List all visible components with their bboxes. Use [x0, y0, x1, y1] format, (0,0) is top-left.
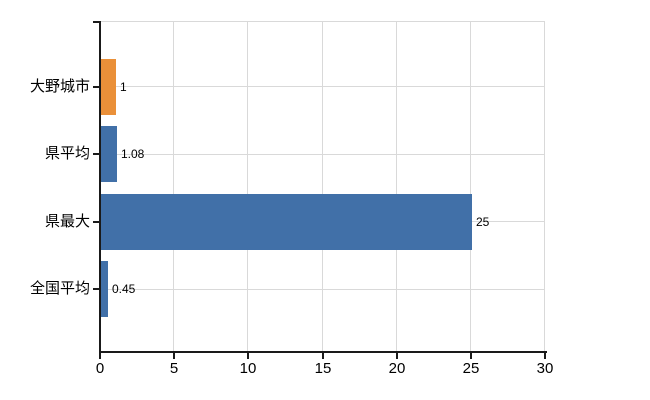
- bar-value-label: 1: [120, 79, 127, 94]
- bar: [101, 261, 108, 317]
- y-axis-tick: [93, 153, 100, 155]
- category-label: 全国平均: [29, 280, 90, 297]
- bar: [101, 193, 472, 250]
- x-axis-tick: [322, 353, 324, 359]
- x-axis-tick: [544, 353, 546, 359]
- x-axis-tick: [396, 353, 398, 359]
- v-gridline: [322, 22, 323, 352]
- x-axis-tick: [99, 353, 101, 359]
- y-axis-tick: [93, 85, 100, 88]
- y-axis-top-tick: [93, 21, 99, 23]
- category-label: 県平均: [44, 145, 90, 162]
- x-tick-label: 20: [388, 360, 406, 377]
- x-tick-label: 15: [314, 360, 332, 377]
- v-gridline: [396, 22, 397, 352]
- x-tick-label: 30: [536, 360, 554, 377]
- x-tick-label: 10: [239, 360, 257, 377]
- y-axis-tick: [93, 220, 100, 223]
- v-gridline: [544, 22, 545, 352]
- x-tick-label: 0: [95, 360, 105, 377]
- bar-value-label: 0.45: [112, 282, 136, 296]
- v-gridline: [173, 22, 174, 352]
- x-tick-label: 5: [169, 360, 179, 377]
- bar-value-label: 1.08: [121, 147, 145, 161]
- x-axis-line: [99, 351, 547, 353]
- x-tick-label: 25: [462, 360, 480, 377]
- y-axis-line: [99, 21, 101, 353]
- v-gridline: [247, 22, 248, 352]
- x-axis-tick: [173, 353, 175, 359]
- category-label: 大野城市: [29, 77, 90, 95]
- bar: [101, 126, 117, 182]
- x-axis-tick: [470, 353, 472, 359]
- v-gridline: [470, 22, 471, 352]
- plot-top-border: [100, 21, 545, 22]
- x-axis-tick: [247, 353, 249, 359]
- y-axis-tick: [93, 288, 100, 290]
- category-label: 県最大: [44, 212, 90, 230]
- bar: [101, 58, 116, 115]
- bar-value-label: 25: [476, 214, 490, 229]
